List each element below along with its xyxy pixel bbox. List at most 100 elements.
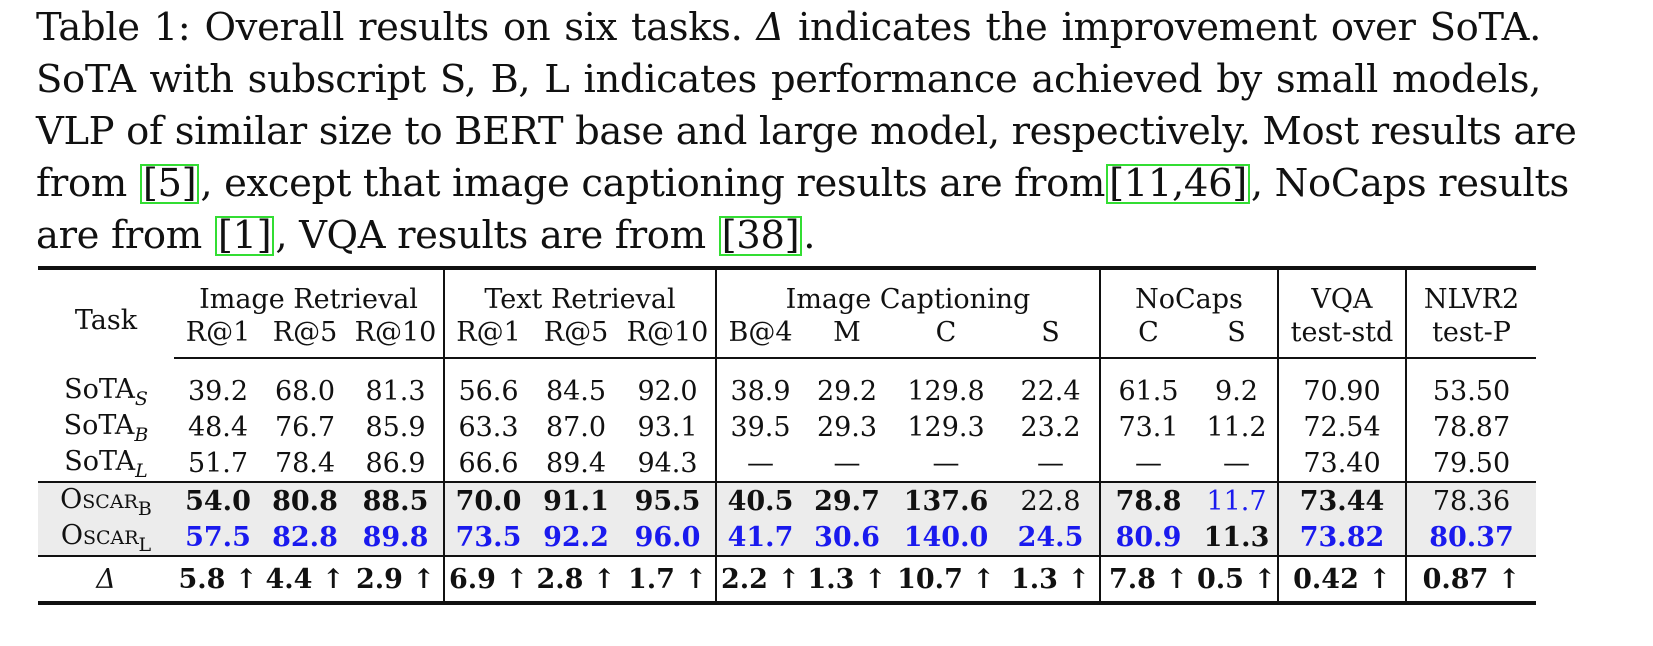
table-cell: 11.3: [1196, 519, 1278, 556]
table-cell: 30.6: [804, 519, 890, 556]
group-header: Image Retrieval: [174, 266, 444, 316]
table-cell: —: [1099, 445, 1196, 482]
table-cell: 40.5: [715, 481, 804, 519]
table-cell: 10.7 ↑: [890, 555, 1002, 605]
table-cell: 54.0: [174, 481, 262, 519]
table-cell: 1.7 ↑: [620, 555, 716, 605]
table-cell: —: [932, 447, 960, 479]
caption-line: are from [1], VQA results are from [38].: [36, 213, 816, 258]
table-cell: 88.5: [348, 481, 444, 519]
table-cell: 11.7: [1196, 481, 1278, 519]
table-cell: 6.9 ↑: [443, 555, 532, 605]
table-cell: 57.5: [174, 519, 262, 556]
citation-link[interactable]: [11,46]: [1106, 164, 1250, 204]
table-cell: 73.82: [1277, 519, 1406, 556]
table-cell: 78.87: [1405, 409, 1536, 445]
table-cell: 24.5: [1002, 519, 1100, 556]
table-cell: 51.7: [187, 447, 249, 479]
table-cell: —: [1037, 447, 1064, 479]
metric-header: R@1: [443, 316, 532, 359]
caption-line: VLP of similar size to BERT base and lar…: [36, 109, 1577, 154]
table-cell: 0.42 ↑: [1277, 555, 1406, 605]
table-cell: 2.2 ↑: [715, 555, 804, 605]
table-cell: 2.9 ↑: [348, 555, 444, 605]
table-cell: 73.40: [1277, 445, 1406, 482]
citation-link[interactable]: [1]: [214, 216, 275, 256]
table-cell: 73.1: [1099, 409, 1196, 445]
table-cell: 56.6: [443, 373, 532, 409]
metric-header: C: [1099, 316, 1196, 359]
citation-link[interactable]: [38]: [718, 216, 803, 256]
table-cell: 29.2: [816, 375, 878, 407]
group-header: NoCaps: [1099, 266, 1278, 316]
table-cell: 81.3: [365, 375, 426, 407]
table-cell: 95.5: [620, 481, 716, 519]
table-cell: 41.7: [715, 519, 804, 556]
metric-header: S: [1002, 316, 1100, 359]
table-body: SoTAS 39.2 68.0 81.3 56.6 84.5 92.0 38.9 29.2 129…: [38, 373, 1536, 605]
table-cell: 11.2: [1206, 411, 1267, 443]
metric-header: R@5: [532, 316, 620, 359]
table-cell: 53.50: [1405, 373, 1536, 409]
table-cell: 68.0: [274, 375, 336, 407]
group-header: NLVR2: [1405, 266, 1536, 316]
table-cell: 38.9: [715, 373, 804, 409]
table-cell: 7.8 ↑: [1099, 555, 1196, 605]
row-label: OscarB: [38, 481, 174, 520]
row-label: OscarL: [38, 519, 174, 556]
table-cell: 63.3: [443, 409, 532, 445]
table-cell: 29.3: [816, 411, 878, 443]
table-cell: 93.1: [637, 411, 698, 443]
table-cell: 39.2: [187, 375, 249, 407]
table-cell: 1.3 ↑: [1002, 555, 1100, 605]
row-label: SoTAL: [64, 446, 148, 482]
table-cell: 129.8: [907, 375, 985, 407]
table-cell: 2.8 ↑: [532, 555, 620, 605]
table-cell: 78.4: [274, 447, 336, 479]
table-cell: 129.3: [907, 411, 985, 443]
table-cell: 137.6: [890, 481, 1002, 519]
table-cell: 61.5: [1099, 373, 1196, 409]
table-cell: 0.87 ↑: [1405, 555, 1536, 605]
table-row: SoTAB 48.4 76.7 85.9 63.3 87.0 93.1 39.5 29.3 129…: [38, 409, 1536, 446]
metric-header: R@10: [620, 316, 716, 359]
table-cell: —: [833, 447, 861, 479]
table-cell: 82.8: [262, 519, 348, 556]
table-cell: 4.4 ↑: [262, 555, 348, 605]
table-row: SoTAS 39.2 68.0 81.3 56.6 84.5 92.0 38.9 29.2 129…: [38, 373, 1536, 410]
table-cell: 80.9: [1099, 519, 1196, 556]
table-cell: 76.7: [274, 411, 336, 443]
table-cell: 73.5: [443, 519, 532, 556]
table-cell: 78.36: [1405, 481, 1536, 519]
table-cell: 94.3: [637, 447, 698, 479]
table-cell: 73.44: [1277, 481, 1406, 519]
table-cell: —: [1223, 447, 1250, 479]
task-header: Task: [38, 266, 174, 358]
delta-row: Δ 5.8 ↑ 4.4 ↑ 2.9 ↑ 6.9 ↑ 2.8 ↑ 1.7 ↑ 2.2 ↑ 1.3 …: [38, 555, 1536, 605]
table-cell: 29.7: [804, 481, 890, 519]
metric-header: test-P: [1405, 316, 1536, 359]
metric-header: M: [804, 316, 890, 359]
group-header: Text Retrieval: [443, 266, 716, 316]
spacer-row: [38, 358, 1536, 373]
table-cell: 86.9: [365, 447, 426, 479]
table-cell: 89.4: [545, 447, 607, 479]
table-cell: 48.4: [187, 411, 249, 443]
table-cell: 22.4: [1020, 375, 1081, 407]
group-header: Image Captioning: [715, 266, 1100, 316]
metric-header: test-std: [1277, 316, 1406, 359]
row-label: Δ: [38, 555, 174, 605]
table-cell: 0.5 ↑: [1196, 555, 1278, 605]
table-row: OscarB 54.0 80.8 88.5 70.0 91.1 95.5 40.5 29.7 13…: [38, 481, 1536, 520]
metric-header: R@5: [262, 316, 348, 359]
table-cell: 79.50: [1405, 445, 1536, 482]
citation-link[interactable]: [5]: [139, 164, 200, 204]
caption-line: SoTA with subscript S, B, L indicates pe…: [36, 57, 1541, 102]
row-label: SoTAB: [63, 410, 149, 446]
metric-header: R@10: [348, 316, 444, 359]
row-label: SoTAS: [64, 374, 148, 410]
table-cell: 84.5: [545, 375, 607, 407]
metric-header: R@1: [174, 316, 262, 359]
table-cell: 140.0: [890, 519, 1002, 556]
caption-line: Table 1: Overall results on six tasks. Δ…: [36, 5, 1541, 50]
